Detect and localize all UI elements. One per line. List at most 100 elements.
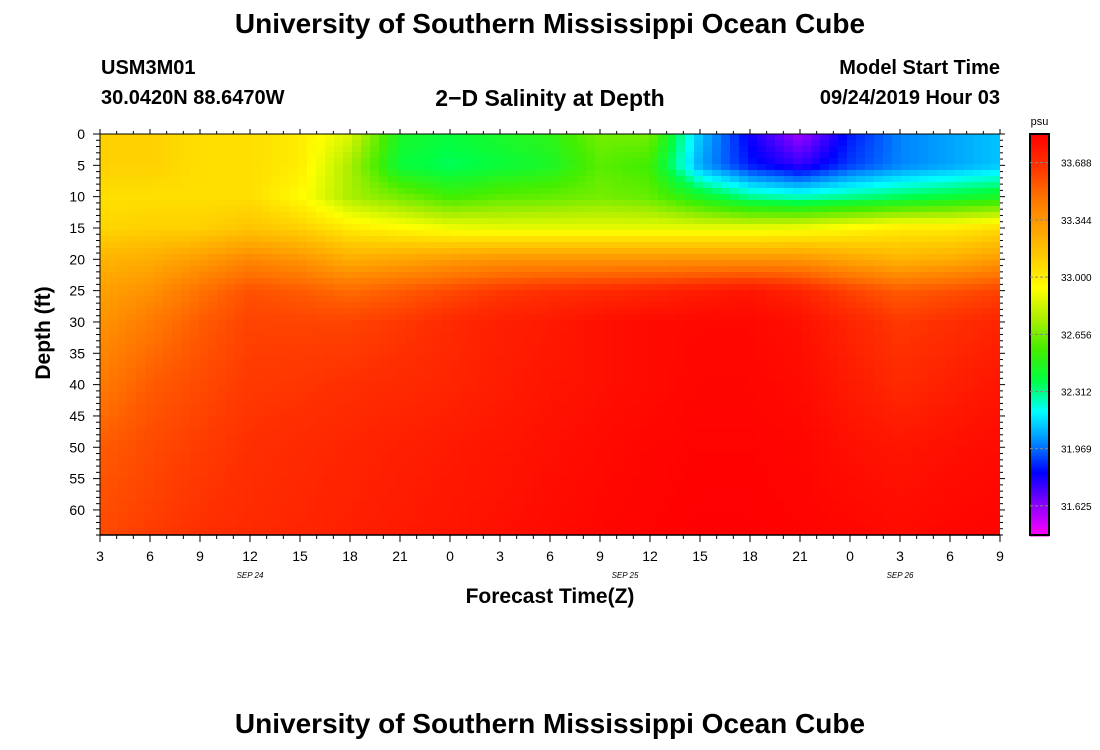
heatmap-cell (514, 350, 524, 357)
heatmap-cell (190, 350, 200, 357)
heatmap-cell (532, 530, 542, 535)
heatmap-cell (406, 326, 416, 333)
heatmap-cell (766, 164, 776, 171)
heatmap-cell (442, 272, 452, 279)
heatmap-cell (694, 512, 704, 519)
heatmap-cell (748, 170, 758, 177)
heatmap-cell (433, 500, 443, 507)
heatmap-cell (280, 266, 290, 273)
heatmap-cell (550, 446, 560, 453)
heatmap-cell (325, 284, 335, 291)
heatmap-cell (406, 512, 416, 519)
heatmap-cell (559, 296, 569, 303)
heatmap-cell (226, 482, 236, 489)
heatmap-cell (451, 368, 461, 375)
heatmap-cell (217, 224, 227, 231)
heatmap-cell (226, 500, 236, 507)
heatmap-cell (154, 200, 164, 207)
heatmap-cell (721, 284, 731, 291)
heatmap-cell (451, 494, 461, 501)
heatmap-cell (595, 260, 605, 267)
heatmap-cell (370, 380, 380, 387)
heatmap-cell (613, 356, 623, 363)
heatmap-cell (559, 146, 569, 153)
heatmap-cell (604, 236, 614, 243)
heatmap-cell (199, 302, 209, 309)
heatmap-cell (721, 422, 731, 429)
heatmap-cell (460, 170, 470, 177)
heatmap-cell (577, 218, 587, 225)
heatmap-cell (559, 506, 569, 513)
heatmap-cell (109, 398, 119, 405)
heatmap-cell (604, 452, 614, 459)
heatmap-cell (415, 338, 425, 345)
heatmap-cell (514, 248, 524, 255)
heatmap-cell (541, 344, 551, 351)
heatmap-cell (253, 302, 263, 309)
heatmap-cell (514, 362, 524, 369)
heatmap-cell (757, 152, 767, 159)
heatmap-cell (127, 338, 137, 345)
heatmap-cell (109, 470, 119, 477)
heatmap-cell (433, 518, 443, 525)
heatmap-cell (271, 428, 281, 435)
heatmap-cell (469, 464, 479, 471)
heatmap-cell (424, 476, 434, 483)
heatmap-cell (361, 524, 371, 531)
heatmap-cell (343, 200, 353, 207)
heatmap-cell (379, 254, 389, 261)
heatmap-cell (676, 224, 686, 231)
heatmap-cell (604, 326, 614, 333)
heatmap-cell (109, 482, 119, 489)
heatmap-cell (109, 296, 119, 303)
heatmap-cell (118, 518, 128, 525)
heatmap-cell (100, 398, 110, 405)
heatmap-cell (109, 452, 119, 459)
heatmap-cell (451, 332, 461, 339)
heatmap-cell (469, 338, 479, 345)
heatmap-cell (334, 344, 344, 351)
heatmap-cell (559, 164, 569, 171)
heatmap-cell (460, 356, 470, 363)
heatmap-cell (460, 374, 470, 381)
heatmap-cell (622, 140, 632, 147)
heatmap-cell (262, 254, 272, 261)
heatmap-cell (199, 224, 209, 231)
heatmap-cell (424, 416, 434, 423)
heatmap-cell (199, 530, 209, 535)
heatmap-cell (145, 314, 155, 321)
heatmap-cell (343, 230, 353, 237)
heatmap-cell (226, 470, 236, 477)
heatmap-cell (109, 476, 119, 483)
heatmap-cell (703, 482, 713, 489)
heatmap-cell (433, 242, 443, 249)
heatmap-cell (253, 440, 263, 447)
heatmap-cell (451, 398, 461, 405)
heatmap-cell (532, 248, 542, 255)
heatmap-cell (217, 146, 227, 153)
heatmap-cell (226, 278, 236, 285)
heatmap-cell (649, 410, 659, 417)
heatmap-cell (343, 278, 353, 285)
heatmap-cell (181, 158, 191, 165)
heatmap-cell (496, 476, 506, 483)
heatmap-cell (496, 530, 506, 535)
heatmap-cell (658, 320, 668, 327)
heatmap-cell (541, 464, 551, 471)
heatmap-cell (568, 260, 578, 267)
heatmap-cell (532, 398, 542, 405)
heatmap-cell (253, 308, 263, 315)
heatmap-cell (586, 452, 596, 459)
heatmap-cell (325, 362, 335, 369)
heatmap-cell (739, 206, 749, 213)
heatmap-cell (388, 464, 398, 471)
heatmap-cell (703, 224, 713, 231)
heatmap-cell (244, 422, 254, 429)
heatmap-cell (604, 350, 614, 357)
heatmap-cell (568, 182, 578, 189)
heatmap-cell (406, 320, 416, 327)
heatmap-cell (631, 500, 641, 507)
heatmap-cell (352, 320, 362, 327)
heatmap-cell (631, 308, 641, 315)
heatmap-cell (334, 272, 344, 279)
